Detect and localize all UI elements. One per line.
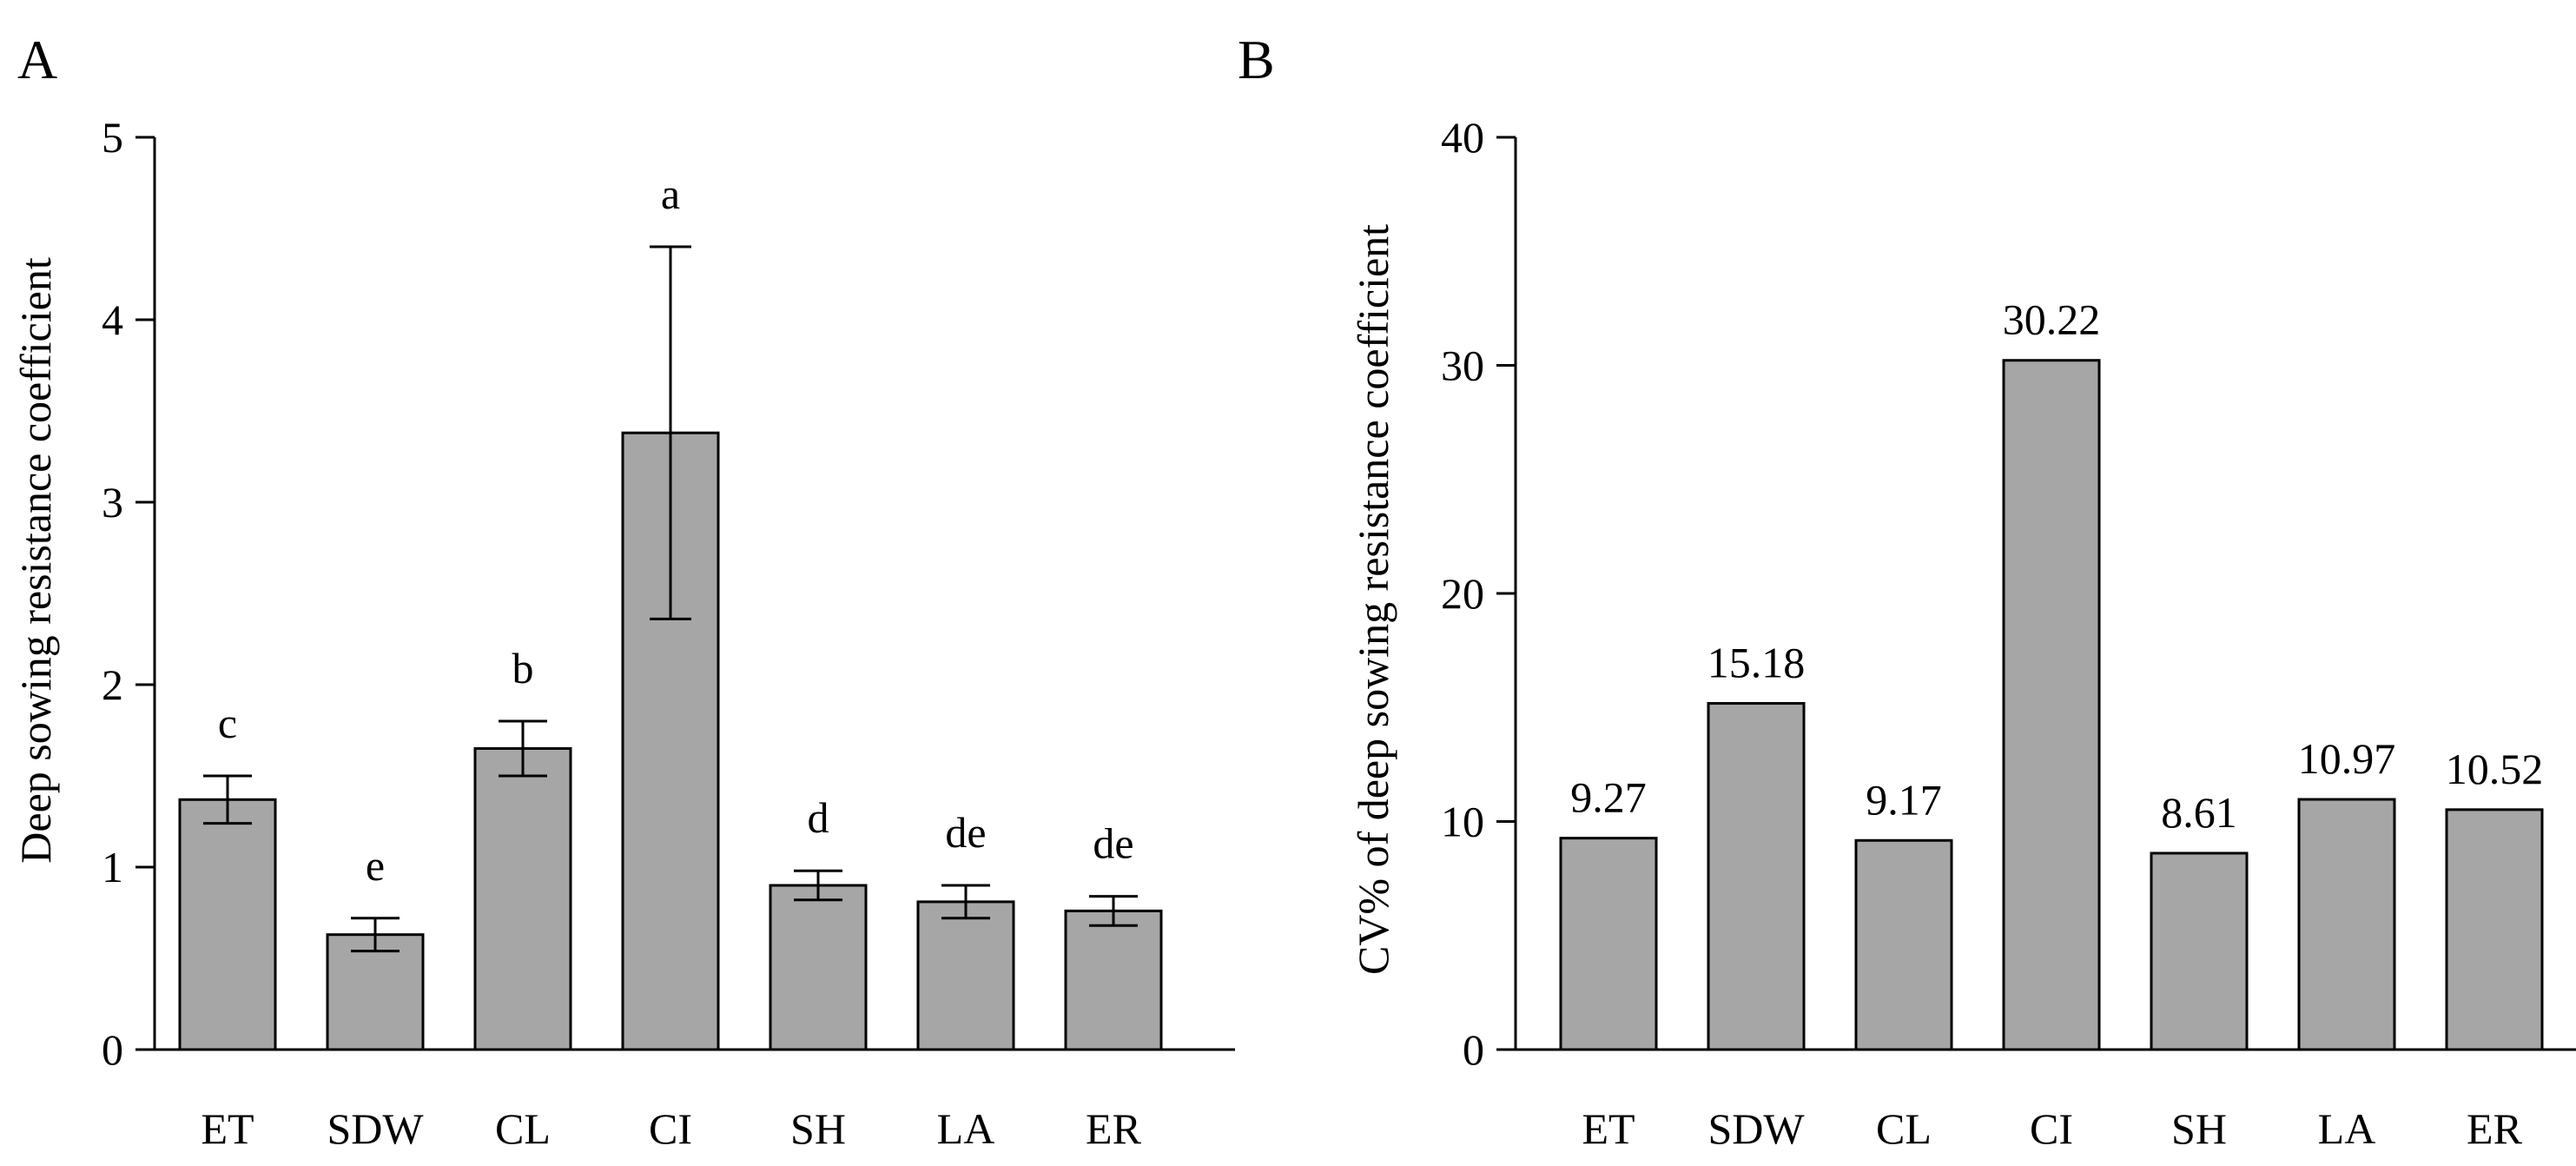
x-category-label: LA [937,1104,995,1153]
y-tick-label: 40 [1441,113,1484,162]
panel-b-chart: B CV% of deep sowing resistance coeffici… [1238,29,2576,1153]
value-label: 9.27 [1570,773,1647,822]
bar-cl [473,747,572,1051]
bar-la [2297,798,2396,1051]
y-tick-label: 0 [102,1025,123,1074]
y-tick-label: 10 [1441,798,1484,846]
value-label: 9.17 [1866,775,1942,824]
x-category-label: LA [2318,1104,2376,1153]
bar-sdw [1707,702,1806,1051]
x-category-label: SH [790,1104,846,1153]
x-category-label: CL [1876,1104,1932,1153]
bar-sh [769,884,868,1051]
bar-er [1064,909,1163,1051]
bar-sh [2150,851,2249,1051]
significance-label: c [218,699,237,747]
x-category-label: ER [1086,1104,1142,1153]
significance-label: b [512,644,534,692]
y-tick-label: 20 [1441,569,1484,618]
y-tick-label: 1 [102,843,123,891]
bar-ci [2002,359,2101,1051]
panel-b-label: B [1238,29,1275,90]
value-label: 10.97 [2298,734,2396,783]
x-category-label: CI [2030,1104,2073,1153]
significance-label: de [945,808,986,857]
value-label: 8.61 [2161,788,2237,837]
x-category-label: ET [1582,1104,1635,1153]
bar-et [1559,837,1658,1051]
x-category-label: SH [2171,1104,2227,1153]
panel-b-y-axis-title: CV% of deep sowing resistance coefficien… [1349,224,1397,975]
bar-sdw [326,933,425,1051]
bar-cl [1854,838,1953,1051]
x-category-label: SDW [327,1104,424,1153]
x-category-label: ER [2467,1104,2523,1153]
significance-label: de [1093,819,1133,868]
significance-label: a [661,169,680,218]
significance-label: e [366,841,385,890]
value-label: 30.22 [2003,295,2101,344]
bar-la [916,900,1015,1051]
y-tick-label: 30 [1441,341,1484,390]
y-tick-label: 4 [102,295,123,344]
y-tick-label: 3 [102,478,123,527]
y-tick-label: 5 [102,113,123,162]
value-label: 15.18 [1707,639,1806,687]
bar-et [178,798,277,1051]
x-category-label: CI [649,1104,692,1153]
x-category-label: CL [495,1104,551,1153]
x-category-label: ET [201,1104,254,1153]
y-tick-label: 2 [102,660,123,709]
panel-a-label: A [17,29,57,90]
panel-a-y-axis-title: Deep sowing resistance coefficient [11,257,60,864]
bar-er [2445,808,2544,1051]
x-category-label: SDW [1707,1104,1805,1153]
panel-a-chart: A Deep sowing resistance coefficient c e b… [11,29,1235,1153]
significance-label: d [808,793,829,842]
value-label: 10.52 [2446,745,2544,793]
y-tick-label: 0 [1463,1025,1484,1074]
